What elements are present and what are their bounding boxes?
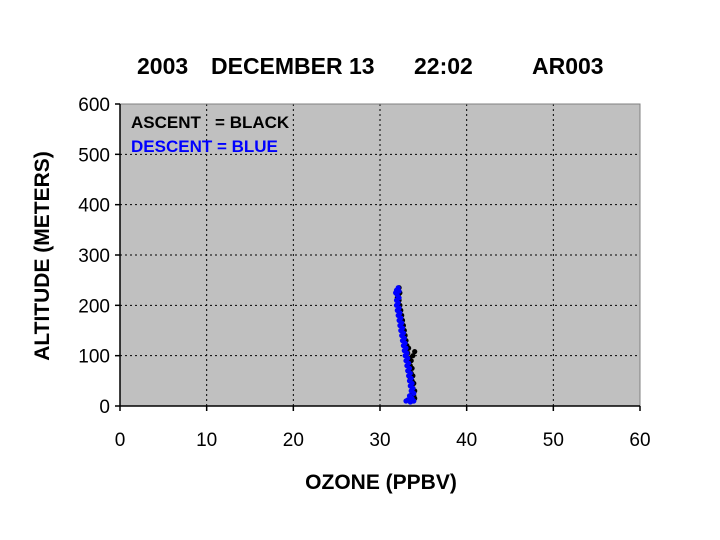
y-tick-label: 300 (78, 246, 110, 267)
x-axis-label: OZONE (PPBV) (305, 471, 457, 494)
x-tick-label: 20 (283, 430, 304, 451)
legend-ascent: ASCENT = BLACK (131, 113, 290, 132)
chart-title: 2003 DECEMBER 13 22:02 AR003 (137, 53, 604, 79)
title-year: 2003 (137, 53, 188, 79)
title-time: 22:02 (414, 53, 473, 79)
data-points (393, 285, 418, 405)
ascent-point (412, 349, 418, 355)
y-tick-label: 200 (78, 296, 110, 317)
x-tick-label: 30 (369, 430, 390, 451)
axes (115, 103, 641, 411)
descent-point (411, 390, 417, 396)
y-tick-label: 100 (78, 347, 110, 368)
legend-descent: DESCENT = BLUE (131, 137, 278, 156)
grid-lines (120, 104, 640, 406)
y-tick-label: 500 (78, 145, 110, 166)
x-tick-label: 0 (115, 430, 126, 451)
descent-point (407, 399, 413, 405)
ascent-point (410, 353, 416, 359)
y-tick-label: 400 (78, 196, 110, 217)
y-tick-label: 0 (99, 397, 110, 418)
x-tick-labels: 0 10 20 30 40 50 60 (115, 430, 651, 451)
legend: ASCENT = BLACK DESCENT = BLUE (131, 113, 290, 156)
x-tick-label: 40 (456, 430, 477, 451)
title-date: DECEMBER 13 (211, 53, 375, 79)
x-tick-label: 60 (629, 430, 650, 451)
y-tick-label: 600 (78, 95, 110, 116)
x-tick-label: 10 (196, 430, 217, 451)
x-tick-label: 50 (543, 430, 564, 451)
title-site: AR003 (532, 53, 604, 79)
y-axis-label: ALTITUDE (METERS) (31, 151, 54, 361)
descent-point (403, 398, 409, 404)
y-tick-labels: 0 100 200 300 400 500 600 (78, 95, 110, 418)
